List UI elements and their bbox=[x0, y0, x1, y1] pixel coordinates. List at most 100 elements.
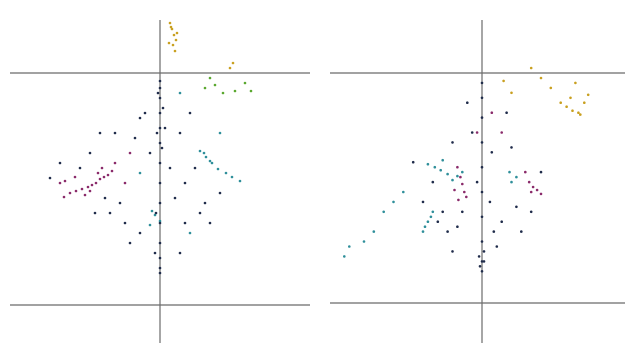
series-2 bbox=[138, 91, 242, 235]
data-point bbox=[478, 265, 482, 268]
data-point bbox=[539, 76, 543, 80]
data-point bbox=[402, 190, 405, 194]
data-point bbox=[150, 209, 154, 213]
data-point bbox=[48, 176, 52, 180]
data-point bbox=[343, 255, 346, 258]
data-point bbox=[169, 25, 173, 29]
data-point bbox=[453, 188, 456, 192]
data-point bbox=[224, 171, 228, 175]
data-point bbox=[102, 175, 106, 179]
data-point bbox=[62, 195, 66, 199]
data-point bbox=[171, 43, 175, 47]
data-point bbox=[495, 245, 499, 248]
data-point bbox=[90, 183, 94, 187]
data-point bbox=[372, 230, 376, 233]
data-point bbox=[510, 180, 513, 184]
data-point bbox=[208, 221, 212, 225]
data-point bbox=[500, 220, 504, 223]
data-point bbox=[230, 175, 234, 179]
data-point bbox=[446, 172, 449, 176]
data-point bbox=[535, 188, 539, 192]
data-point bbox=[158, 221, 162, 225]
data-point bbox=[488, 200, 492, 204]
data-point bbox=[457, 198, 460, 202]
data-point bbox=[529, 190, 533, 194]
data-point bbox=[93, 211, 97, 215]
data-point bbox=[482, 260, 486, 263]
data-point bbox=[539, 192, 543, 196]
data-point bbox=[233, 89, 237, 93]
data-point bbox=[158, 241, 162, 245]
data-point bbox=[86, 185, 90, 189]
data-point bbox=[183, 181, 187, 185]
data-point bbox=[138, 231, 142, 235]
data-point bbox=[480, 165, 484, 169]
data-point bbox=[583, 101, 586, 104]
data-point bbox=[108, 211, 112, 215]
data-point bbox=[490, 111, 494, 114]
data-point bbox=[433, 165, 437, 169]
data-point bbox=[461, 182, 464, 186]
data-point bbox=[158, 219, 162, 223]
data-point bbox=[431, 210, 435, 214]
data-point bbox=[168, 21, 172, 25]
data-point bbox=[531, 185, 535, 189]
data-point bbox=[421, 200, 425, 204]
data-point bbox=[441, 210, 445, 214]
data-point bbox=[515, 175, 518, 179]
data-point bbox=[456, 225, 459, 228]
data-point bbox=[451, 141, 454, 144]
data-point bbox=[88, 151, 92, 155]
data-point bbox=[203, 201, 207, 205]
data-point bbox=[113, 161, 117, 165]
data-point bbox=[113, 131, 117, 135]
series-1 bbox=[343, 158, 518, 258]
data-point bbox=[213, 83, 217, 87]
data-point bbox=[88, 189, 92, 193]
data-point bbox=[529, 66, 533, 70]
data-point bbox=[148, 151, 152, 155]
data-point bbox=[549, 86, 553, 90]
data-point bbox=[480, 215, 484, 219]
series-4 bbox=[48, 79, 222, 275]
data-point bbox=[480, 116, 484, 119]
data-point bbox=[178, 131, 182, 135]
data-point bbox=[482, 250, 486, 253]
data-point bbox=[158, 161, 162, 165]
data-point bbox=[138, 116, 142, 120]
data-point bbox=[138, 171, 142, 175]
data-point bbox=[243, 81, 247, 85]
data-point bbox=[565, 105, 568, 108]
data-point bbox=[106, 173, 110, 177]
data-point bbox=[203, 86, 207, 90]
data-point bbox=[155, 131, 159, 135]
data-point bbox=[480, 96, 484, 100]
data-point bbox=[574, 81, 577, 85]
data-point bbox=[98, 177, 102, 181]
data-point bbox=[439, 168, 443, 172]
data-point bbox=[202, 151, 206, 155]
data-point bbox=[208, 159, 212, 163]
data-point bbox=[154, 211, 158, 215]
data-point bbox=[78, 166, 82, 170]
data-point bbox=[83, 193, 87, 197]
data-point bbox=[238, 179, 242, 183]
data-point bbox=[158, 256, 162, 260]
data-point bbox=[451, 178, 454, 182]
data-point bbox=[480, 240, 484, 243]
data-point bbox=[175, 31, 179, 35]
data-point bbox=[158, 96, 162, 100]
data-point bbox=[161, 106, 165, 110]
data-point bbox=[210, 161, 214, 165]
data-point bbox=[103, 196, 107, 200]
data-point bbox=[461, 210, 464, 214]
series-2 bbox=[453, 111, 543, 202]
data-point bbox=[505, 111, 508, 114]
left-scatter-panel bbox=[10, 20, 310, 343]
data-point bbox=[475, 180, 479, 184]
data-point bbox=[178, 251, 182, 255]
data-point bbox=[188, 231, 192, 235]
data-point bbox=[228, 66, 232, 70]
data-point bbox=[577, 111, 580, 114]
